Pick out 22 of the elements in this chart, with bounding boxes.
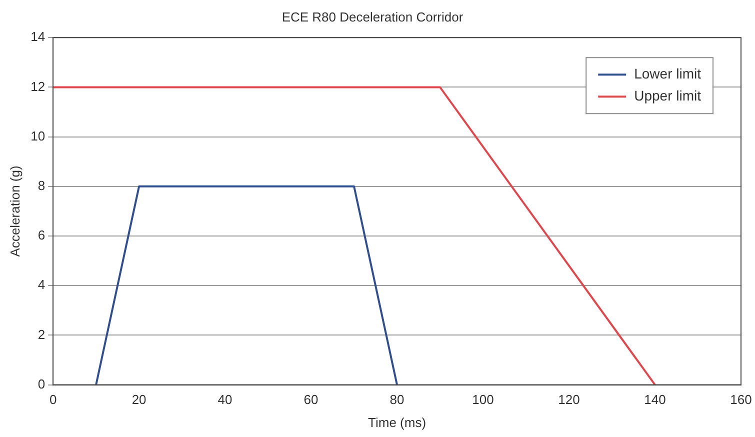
legend-label: Lower limit: [634, 65, 702, 82]
x-tick-label: 160: [730, 392, 752, 408]
x-tick-label: 140: [644, 392, 666, 408]
y-axis-title: Acceleration (g): [7, 166, 22, 257]
y-tick-label: 6: [38, 228, 46, 243]
y-tick-label: 4: [38, 277, 46, 292]
x-tick-label: 80: [390, 392, 404, 408]
x-axis-title: Time (ms): [368, 414, 426, 430]
x-tick-label: 20: [132, 392, 146, 408]
y-tick-label: 2: [38, 326, 46, 342]
y-tick-label: 10: [30, 128, 46, 144]
x-tick-label: 60: [304, 392, 318, 408]
legend-label: Upper limit: [634, 87, 702, 104]
chart-title: ECE R80 Deceleration Corridor: [282, 9, 464, 24]
x-tick-label: 0: [49, 392, 57, 408]
y-tick-label: 0: [38, 376, 46, 392]
y-tick-label: 14: [30, 29, 46, 44]
y-tick-label: 12: [30, 78, 46, 94]
x-tick-label: 100: [472, 392, 494, 408]
x-tick-label: 120: [558, 392, 580, 408]
x-tick-label: 40: [218, 392, 232, 408]
y-tick-label: 8: [38, 178, 46, 193]
